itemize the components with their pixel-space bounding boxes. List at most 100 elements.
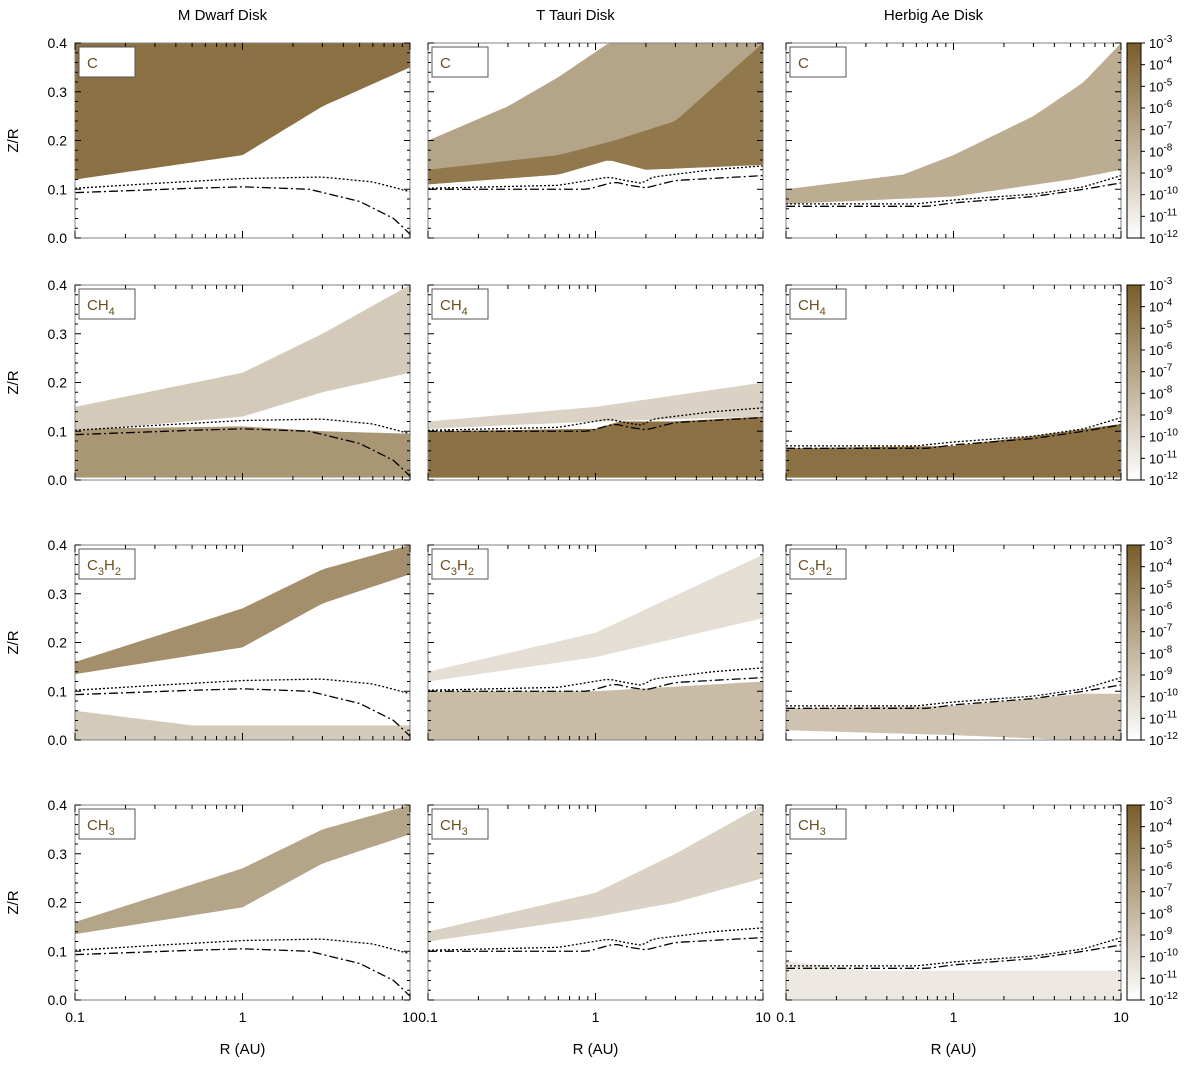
species-label-text: CH3: [440, 817, 468, 838]
colorbar-tick-label: 10-10: [1149, 428, 1178, 445]
colorbar-base: 10: [1149, 209, 1163, 224]
abundance-map: [75, 285, 410, 478]
colorbar-tick-label: 10-5: [1149, 77, 1173, 94]
species-label-box: [431, 548, 489, 580]
species-label-text: C: [798, 55, 809, 72]
species-label-box: [789, 548, 847, 580]
colorbar-base: 10: [1149, 668, 1163, 683]
dashdot-boundary-line: [428, 416, 763, 432]
colorbar-exp: -8: [1163, 904, 1172, 915]
colorbar-1: 10-310-410-510-610-710-810-910-1010-1110…: [1126, 276, 1178, 488]
colorbar-exp: -5: [1163, 579, 1172, 590]
colorbar-tick-label: 10-12: [1149, 991, 1178, 1008]
abundance-map: [428, 43, 763, 190]
colorbar-exp: -8: [1163, 384, 1172, 395]
y-tick-label: 0.1: [48, 181, 68, 197]
x-axis-label: R (AU): [220, 1041, 266, 1058]
y-tick-label: 0.4: [48, 277, 68, 293]
species-label: CH4: [431, 288, 489, 320]
abundance-map: [75, 545, 410, 740]
dotted-boundary-line: [428, 927, 763, 951]
colorbar-base: 10: [1149, 581, 1163, 596]
species-sub2: 2: [115, 566, 121, 578]
panel-c-1: C: [427, 42, 764, 239]
species-label-box: [789, 288, 847, 320]
colorbar-exp: -9: [1163, 164, 1172, 175]
colorbar-base: 10: [1149, 885, 1163, 900]
dotted-boundary-line: [428, 667, 763, 691]
colorbar-exp: -11: [1163, 969, 1177, 980]
colorbar-base: 10: [1149, 321, 1163, 336]
colorbar-tick-label: 10-6: [1149, 99, 1173, 116]
colorbar-tick-label: 10-9: [1149, 406, 1173, 423]
species-main2: H: [104, 557, 115, 574]
y-tick-label: 0.3: [48, 326, 68, 342]
species-label: CH4: [78, 288, 136, 320]
species-main: CH: [440, 817, 462, 834]
panel-ch3-1: 0.1 1 10 R (AU) CH3: [418, 804, 771, 1058]
x-axis-label: R (AU): [931, 1041, 977, 1058]
x-tick-label: 0.1: [418, 1009, 438, 1025]
x-tick-label: 1: [239, 1009, 247, 1025]
y-tick-label: 0.0: [48, 230, 68, 246]
panel-c-2: C: [785, 42, 1122, 239]
abundance-map: [75, 43, 410, 235]
colorbar-exp: -10: [1163, 186, 1178, 197]
dashdot-boundary-line: [75, 428, 410, 477]
colorbar-exp: -4: [1163, 558, 1172, 569]
panel-ch3-2: 0.1 1 10 R (AU) CH3: [776, 804, 1129, 1058]
colorbar-gradient: [1126, 544, 1142, 741]
colorbar-base: 10: [1149, 971, 1163, 986]
colorbar-base: 10: [1149, 798, 1163, 813]
species-label: CH4: [789, 288, 847, 320]
colorbar-tick-label: 10-11: [1149, 969, 1178, 986]
colorbar-base: 10: [1149, 646, 1163, 661]
y-tick-label: 0.1: [48, 423, 68, 439]
colorbar-exp: -9: [1163, 926, 1172, 937]
species-label: CH3: [431, 808, 489, 840]
colorbar-exp: -6: [1163, 601, 1172, 612]
abundance-band-1: [75, 710, 410, 740]
abundance-band-0: [75, 805, 410, 935]
colorbar-base: 10: [1149, 950, 1163, 965]
column-title-0: M Dwarf Disk: [178, 7, 268, 24]
abundance-band-0: [428, 805, 763, 942]
colorbar-tick-label: 10-4: [1149, 298, 1173, 315]
colorbar-tick-label: 10-12: [1149, 731, 1178, 748]
abundance-map: [786, 936, 1121, 1000]
dashdot-boundary-line: [75, 948, 410, 997]
colorbar-tick-label: 10-10: [1149, 688, 1178, 705]
colorbar-tick-label: 10-7: [1149, 883, 1173, 900]
x-tick-label: 10: [755, 1009, 771, 1025]
y-tick-label: 0.4: [48, 797, 68, 813]
species-label-text: C3H2: [440, 557, 474, 578]
x-tick-label: 0.1: [65, 1009, 85, 1025]
abundance-band-0: [75, 43, 410, 180]
y-tick-label: 0.1: [48, 943, 68, 959]
colorbar-tick-label: 10-11: [1149, 449, 1178, 466]
species-main: C: [87, 55, 98, 72]
abundance-map: [75, 805, 410, 997]
dotted-boundary-line: [428, 165, 763, 189]
panel-c-0: 0.0 0.1 0.2 0.3 0.4 C: [48, 35, 411, 246]
colorbar-base: 10: [1149, 278, 1163, 293]
abundance-band-0: [75, 545, 410, 675]
colorbar-exp: -7: [1163, 363, 1172, 374]
colorbar-base: 10: [1149, 430, 1163, 445]
y-axis-label: Z/R: [5, 370, 22, 394]
y-tick-label: 0.0: [48, 992, 68, 1008]
colorbar-base: 10: [1149, 538, 1163, 553]
colorbar-tick-label: 10-7: [1149, 121, 1173, 138]
colorbar-exp: -5: [1163, 77, 1172, 88]
abundance-band-0: [786, 693, 1121, 740]
colorbar-tick-label: 10-12: [1149, 471, 1178, 488]
colorbar-tick-label: 10-9: [1149, 164, 1173, 181]
y-tick-label: 0.2: [48, 895, 68, 911]
species-label-box: [431, 46, 489, 78]
species-label: C3H2: [78, 548, 136, 580]
colorbar-tick-label: 10-11: [1149, 207, 1178, 224]
dashdot-boundary-line: [786, 424, 1121, 449]
x-axis-label: R (AU): [573, 1041, 619, 1058]
y-axis-label: Z/R: [5, 128, 22, 152]
